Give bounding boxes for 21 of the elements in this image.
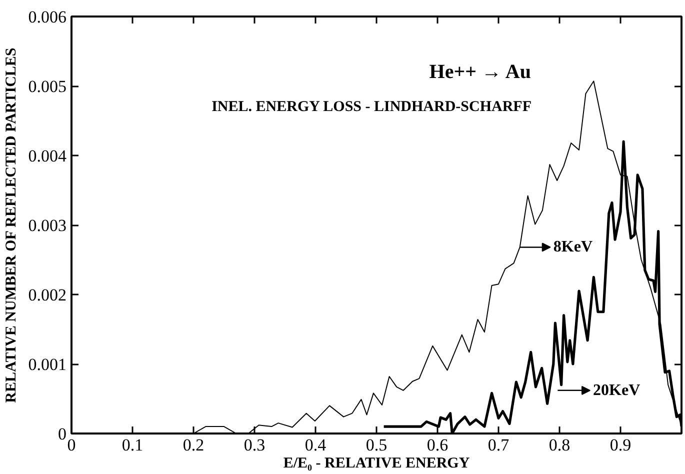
y-tick-label: 0.004	[28, 146, 67, 166]
x-tick-label: 0.2	[182, 436, 204, 454]
annotation: He++ → Au	[429, 61, 531, 84]
y-axis-title: RELATIVE NUMBER OF REFLECTED PARTICLES	[3, 48, 20, 403]
y-tick-label: 0.001	[28, 355, 66, 374]
legend-label: 8KeV	[553, 238, 593, 256]
y-tick-label: 0.005	[28, 77, 66, 96]
y-tick-label: 0.003	[28, 216, 66, 235]
x-tick-label: 0.8	[548, 436, 570, 454]
y-tick-label: 0.006	[28, 8, 66, 26]
x-axis-title: E/E₀ - RELATIVE ENERGY	[283, 456, 470, 472]
x-tick-label: 0.5	[366, 436, 388, 454]
x-tick-label: 0.9	[610, 436, 632, 454]
annotation: INEL. ENERGY LOSS - LINDHARD-SCHARFF	[212, 98, 532, 115]
x-tick-label: 0.7	[488, 436, 510, 454]
y-tick-label: 0.002	[28, 286, 66, 304]
legend-label: 20KeV	[593, 382, 641, 399]
x-tick-label: 0.3	[244, 436, 266, 454]
x-tick-label: 0.1	[122, 436, 144, 454]
x-tick-label: 0.6	[426, 436, 448, 454]
x-tick-label: 0.4	[304, 436, 327, 454]
